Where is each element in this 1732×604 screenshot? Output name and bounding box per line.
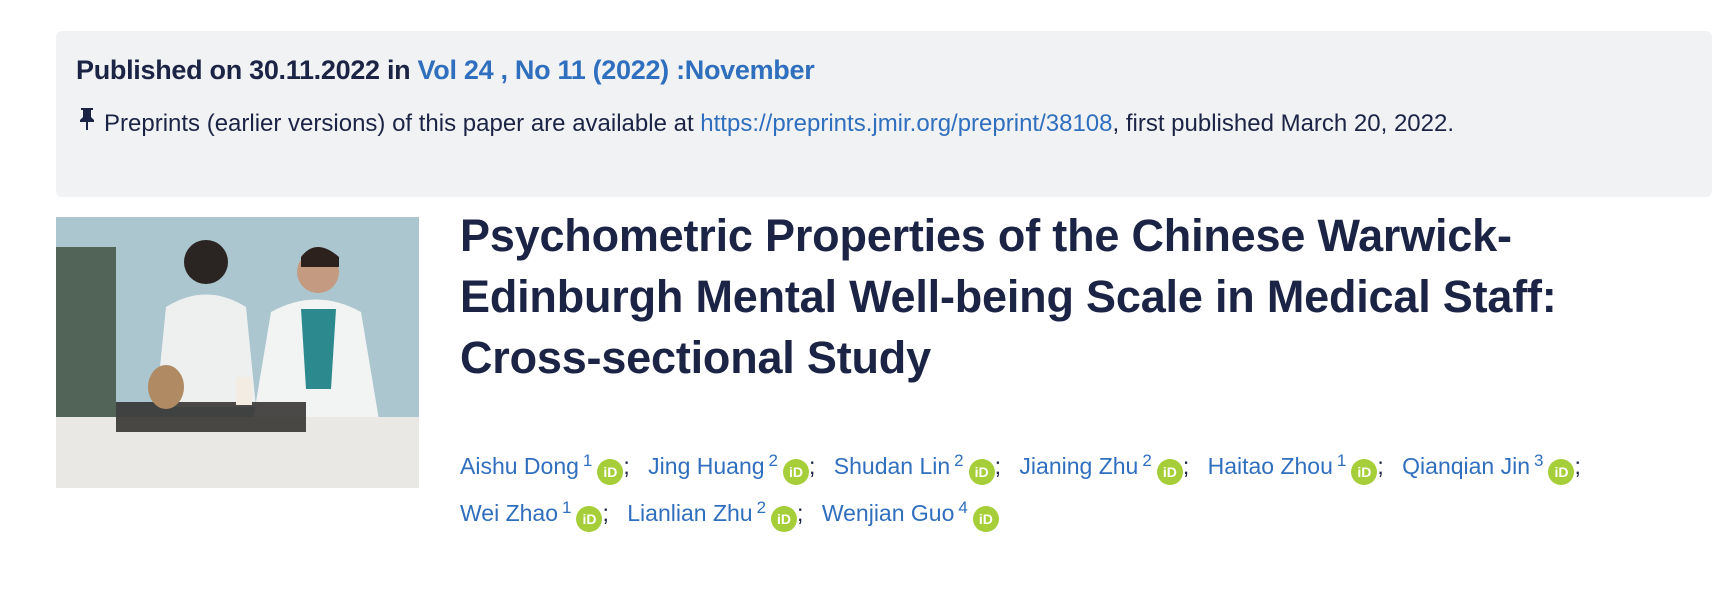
affiliation-number: 4 [958, 498, 968, 517]
author-name-link[interactable]: Qianqian Jin [1402, 453, 1531, 479]
author-item: Lianlian Zhu 2iD; [627, 498, 815, 532]
author-separator: ; [797, 500, 804, 526]
orcid-icon[interactable]: iD [968, 459, 995, 485]
author-item: Aishu Dong 1iD; [460, 451, 642, 485]
orcid-icon[interactable]: iD [1548, 459, 1575, 485]
affiliation-number: 1 [562, 498, 572, 517]
author-separator: ; [994, 453, 1002, 479]
orcid-icon[interactable]: iD [771, 506, 798, 532]
author-separator: ; [1182, 453, 1190, 479]
preprint-line: Preprints (earlier versions) of this pap… [76, 107, 1692, 141]
author-separator: ; [1574, 453, 1581, 479]
affiliation-number: 1 [582, 451, 593, 470]
author-item: Qianqian Jin 3iD; [1402, 451, 1593, 485]
author-item: Jing Huang 2 iD; [648, 451, 827, 485]
author-name-link[interactable]: Jing Huang [648, 453, 765, 479]
author-name-link[interactable]: Haitao Zhou [1207, 453, 1333, 479]
author-name-link[interactable]: Jianing Zhu [1019, 453, 1139, 479]
author-name-link[interactable]: Wei Zhao [460, 500, 559, 526]
affiliation-number: 2 [1142, 451, 1152, 470]
author-separator: ; [602, 500, 609, 526]
issue-link[interactable]: Vol 24 , No 11 (2022) :November [417, 55, 815, 85]
orcid-icon[interactable]: iD [783, 459, 809, 485]
author-name-link[interactable]: Shudan Lin [833, 453, 951, 479]
article-thumbnail-image [56, 217, 419, 488]
orcid-icon[interactable]: iD [972, 506, 999, 532]
author-item: Haitao Zhou 1iD; [1207, 451, 1396, 485]
pushpin-icon [76, 107, 98, 141]
orcid-icon[interactable]: iD [1351, 459, 1378, 485]
publication-info-box: Published on 30.11.2022 in Vol 24 , No 1… [56, 31, 1712, 197]
affiliation-number: 1 [1336, 451, 1347, 470]
author-name-link[interactable]: Wenjian Guo [821, 500, 955, 526]
author-separator: ; [1377, 453, 1384, 479]
preprint-date-text: , first published March 20, 2022. [1112, 110, 1455, 137]
affiliation-number: 3 [1534, 451, 1544, 470]
affiliation-number: 2 [756, 498, 767, 517]
author-name-link[interactable]: Lianlian Zhu [627, 500, 753, 526]
author-item: Shudan Lin 2iD; [833, 451, 1013, 485]
orcid-icon[interactable]: iD [597, 459, 624, 485]
orcid-icon[interactable]: iD [1156, 459, 1183, 485]
preprint-link[interactable]: https://preprints.jmir.org/preprint/3810… [700, 110, 1113, 137]
author-item: Jianing Zhu 2iD; [1019, 451, 1201, 485]
published-line: Published on 30.11.2022 in Vol 24 , No 1… [76, 53, 1692, 87]
preprint-text: Preprints (earlier versions) of this pap… [104, 110, 701, 137]
author-separator: ; [623, 453, 630, 479]
author-item: Wenjian Guo 4iD [821, 498, 999, 532]
affiliation-number: 2 [954, 451, 964, 470]
author-separator: ; [809, 453, 816, 479]
published-date: Published on 30.11.2022 in [76, 55, 418, 85]
article-title: Psychometric Properties of the Chinese W… [460, 210, 1557, 383]
author-item: Wei Zhao 1iD; [460, 498, 621, 532]
author-name-link[interactable]: Aishu Dong [460, 453, 579, 479]
orcid-icon[interactable]: iD [576, 506, 603, 532]
affiliation-number: 2 [768, 451, 778, 470]
author-list: Aishu Dong 1iD; Jing Huang 2iD; Shudan Lin… [460, 440, 1690, 534]
